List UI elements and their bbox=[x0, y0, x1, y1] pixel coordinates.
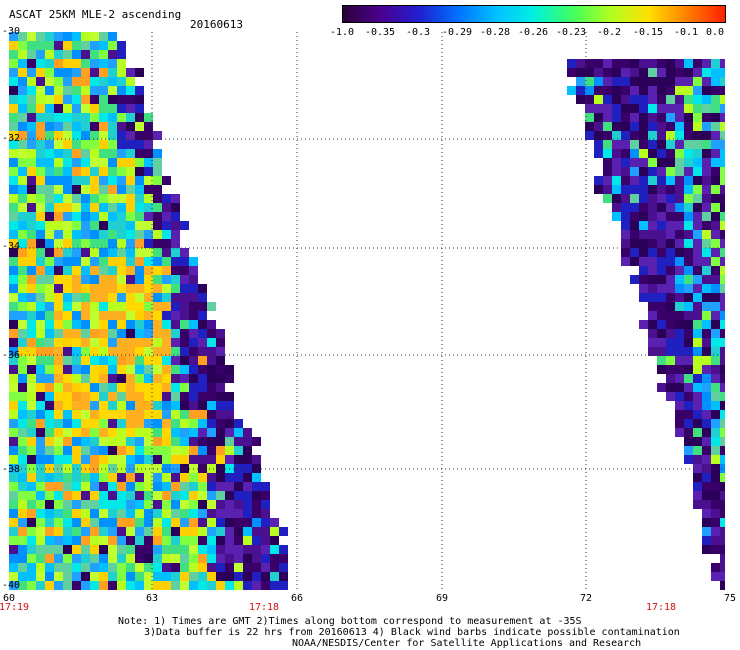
lon-label: 75 bbox=[723, 593, 737, 604]
map-date: 20160613 bbox=[190, 18, 243, 31]
footer-note-1: Note: 1) Times are GMT 2)Times along bot… bbox=[118, 616, 582, 627]
map-title: ASCAT 25KM MLE-2 ascending bbox=[9, 8, 182, 21]
lat-label: -38 bbox=[2, 464, 21, 475]
footer-note-2: 3)Data buffer is 22 hrs from 20160613 4)… bbox=[144, 627, 680, 638]
colorbar-label: -0.15 bbox=[632, 27, 664, 38]
colorbar-label: -0.28 bbox=[479, 27, 511, 38]
time-label: 17:18 bbox=[645, 602, 677, 613]
colorbar-label: -1.0 bbox=[329, 27, 355, 38]
colorbar-label: -0.1 bbox=[673, 27, 699, 38]
time-label: 17:19 bbox=[0, 602, 30, 613]
lat-label: -36 bbox=[2, 350, 21, 361]
time-label: 17:18 bbox=[248, 602, 280, 613]
colorbar-label: -0.35 bbox=[364, 27, 396, 38]
colorbar-label: -0.3 bbox=[405, 27, 431, 38]
swath-map bbox=[9, 32, 725, 590]
colorbar-label: 0.0 bbox=[705, 27, 725, 38]
lon-label: 69 bbox=[435, 593, 449, 604]
lon-label: 66 bbox=[290, 593, 304, 604]
footer-credit: NOAA/NESDIS/Center for Satellite Applica… bbox=[292, 638, 642, 649]
colorbar-label: -0.2 bbox=[596, 27, 622, 38]
lat-label: -40 bbox=[2, 580, 21, 591]
colorbar-label: -0.29 bbox=[441, 27, 473, 38]
lon-label: 63 bbox=[145, 593, 159, 604]
lon-label: 60 bbox=[2, 593, 16, 604]
colorbar-label: -0.23 bbox=[555, 27, 587, 38]
lat-label: -30 bbox=[2, 26, 21, 37]
colorbar bbox=[342, 5, 726, 23]
lat-label: -32 bbox=[2, 133, 21, 144]
lon-label: 72 bbox=[579, 593, 593, 604]
lat-label: -34 bbox=[2, 241, 21, 252]
colorbar-label: -0.26 bbox=[517, 27, 549, 38]
